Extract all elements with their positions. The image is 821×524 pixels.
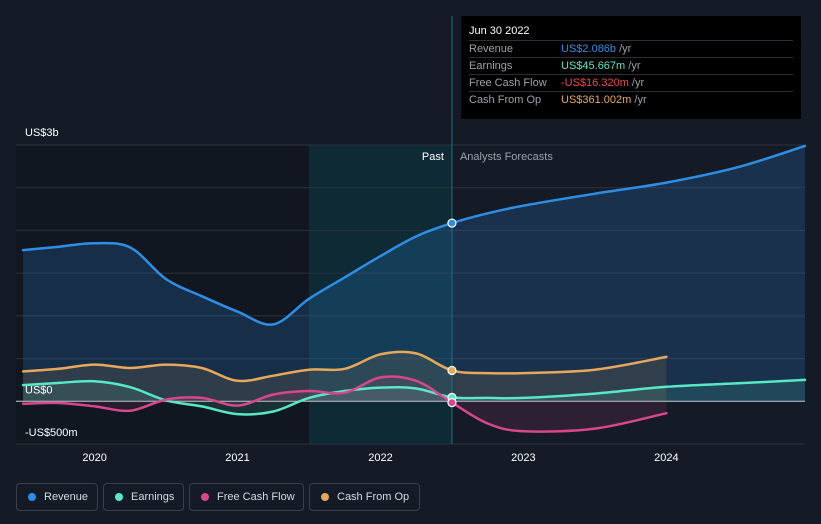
tooltip-row-revenue: Revenue US$2.086b /yr [469, 40, 793, 58]
legend-label: Free Cash Flow [217, 491, 295, 503]
tooltip-label: Cash From Op [469, 94, 542, 106]
tooltip-value: -US$16.320m /yr [561, 77, 645, 89]
cash-from-op-area [23, 351, 667, 402]
tooltip-row-free-cash-flow: Free Cash Flow -US$16.320m /yr [469, 74, 793, 92]
legend-item-cash-from-op[interactable]: Cash From Op [309, 483, 420, 511]
free-cash-flow-area [23, 376, 667, 432]
tooltip-value: US$2.086b /yr [561, 43, 632, 55]
tooltip-row-cash-from-op: Cash From Op US$361.002m /yr [469, 91, 793, 109]
earnings-area [23, 379, 806, 415]
x-tick-label: 2020 [82, 452, 106, 464]
cash-from-op-line [21, 350, 668, 383]
legend-label: Revenue [44, 491, 89, 503]
legend-item-revenue[interactable]: Revenue [16, 483, 98, 511]
revenue-marker[interactable] [447, 218, 457, 228]
past-label: Past [422, 151, 444, 163]
x-tick-label: 2024 [654, 452, 678, 464]
legend-label: Cash From Op [337, 491, 410, 503]
legend-dot-icon [115, 493, 123, 501]
tooltip-value: US$45.667m /yr [561, 60, 641, 72]
y-tick-label: US$0 [25, 384, 53, 396]
y-tick-label: US$3b [25, 127, 59, 139]
y-tick-label: -US$500m [25, 427, 78, 439]
tooltip-label: Revenue [469, 43, 514, 55]
x-tick-label: 2021 [225, 452, 249, 464]
x-tick-label: 2023 [511, 452, 535, 464]
legend-item-free-cash-flow[interactable]: Free Cash Flow [189, 483, 304, 511]
tooltip-value: US$361.002m /yr [561, 94, 647, 106]
data-tooltip: Jun 30 2022 Revenue US$2.086b /yr Earnin… [461, 16, 801, 119]
tooltip-label: Free Cash Flow [469, 77, 547, 89]
legend-item-earnings[interactable]: Earnings [103, 483, 184, 511]
x-tick-label: 2022 [368, 452, 392, 464]
free-cash-flow-line [21, 375, 668, 433]
tooltip-row-earnings: Earnings US$45.667m /yr [469, 57, 793, 75]
legend-dot-icon [321, 493, 329, 501]
revenue-line [21, 144, 807, 326]
tooltip-date: Jun 30 2022 [469, 25, 530, 37]
legend-dot-icon [28, 493, 36, 501]
legend-label: Earnings [131, 491, 175, 503]
free-cash-flow-marker[interactable] [447, 398, 457, 408]
cash-from-op-marker[interactable] [447, 365, 457, 376]
forecast-label: Analysts Forecasts [460, 151, 553, 163]
revenue-area [23, 145, 806, 402]
tooltip-label: Earnings [469, 60, 513, 72]
legend-dot-icon [201, 493, 209, 501]
